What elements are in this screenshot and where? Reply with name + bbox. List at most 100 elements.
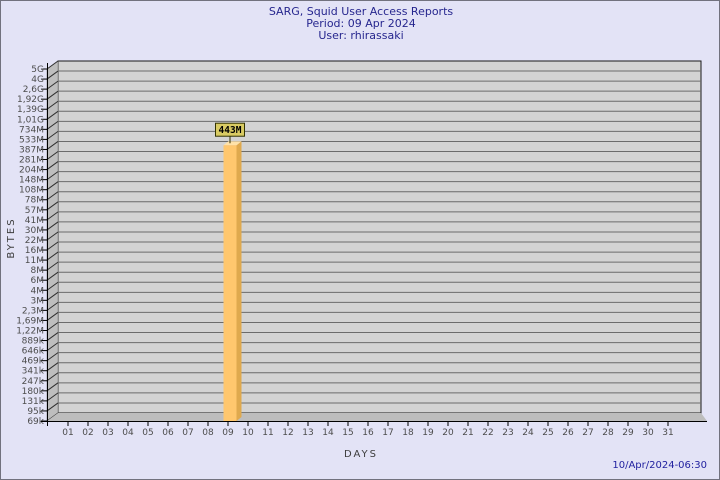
x-tick-label: 07 [182, 428, 193, 438]
x-tick-label: 02 [82, 428, 93, 438]
x-tick-label: 21 [462, 428, 473, 438]
y-tick-label: 1,92G [17, 95, 44, 105]
side-wall-hatch [46, 342, 59, 352]
side-wall-hatch [46, 352, 59, 362]
side-wall-hatch [46, 211, 59, 221]
y-tick-label: 8M [31, 266, 45, 276]
x-tick-label: 09 [222, 428, 234, 438]
y-tick-label: 95k [27, 407, 44, 417]
x-tick-label: 18 [402, 428, 414, 438]
y-tick-label: 1,69M [16, 316, 44, 326]
y-tick-label: 734M [19, 125, 44, 135]
y-tick-label: 41M [25, 216, 44, 226]
y-tick-label: 247k [22, 377, 45, 387]
side-wall-hatch [46, 322, 59, 331]
x-tick-label: 03 [102, 428, 113, 438]
side-wall-hatch [46, 70, 59, 80]
chart-floor [47, 413, 707, 421]
side-wall-hatch [46, 151, 59, 160]
side-wall-hatch [46, 171, 59, 181]
y-tick-label: 69k [27, 417, 44, 427]
side-wall-hatch [46, 362, 59, 372]
bar-side-face [236, 141, 242, 422]
x-tick-label: 11 [262, 428, 273, 438]
y-tick-label: 1,39G [17, 105, 44, 115]
y-tick-label: 16M [25, 246, 44, 256]
x-tick-label: 17 [382, 428, 393, 438]
side-wall-hatch [46, 382, 59, 392]
side-wall-hatch [46, 110, 59, 120]
side-wall-hatch [46, 261, 59, 271]
y-tick-label: 204M [19, 166, 44, 176]
y-tick-label: 5G [31, 65, 44, 75]
side-wall-hatch [46, 372, 59, 382]
side-wall-hatch [46, 161, 59, 170]
side-wall-hatch [46, 100, 59, 110]
side-wall-hatch [46, 90, 59, 100]
y-tick-label: 108M [19, 186, 44, 196]
bar-front-face [223, 145, 237, 422]
y-tick-label: 30M [25, 226, 44, 236]
report-user: User: rhirassaki [318, 29, 404, 42]
side-wall-hatch [46, 301, 59, 311]
y-tick-label: 180k [22, 387, 45, 397]
x-tick-label: 20 [442, 428, 454, 438]
x-tick-label: 22 [482, 428, 493, 438]
x-tick-label: 27 [582, 428, 593, 438]
side-wall-hatch [46, 60, 59, 70]
y-tick-label: 131k [22, 397, 45, 407]
y-tick-label: 281M [19, 156, 44, 166]
generated-timestamp: 10/Apr/2024-06:30 [612, 460, 707, 471]
side-wall-hatch [46, 281, 59, 291]
side-wall-hatch [46, 231, 59, 241]
side-wall-hatch [46, 402, 59, 412]
side-wall-hatch [46, 291, 59, 301]
x-tick-label: 23 [502, 428, 513, 438]
y-tick-label: 4G [31, 75, 44, 85]
y-tick-label: 57M [25, 206, 44, 216]
x-tick-label: 14 [322, 428, 334, 438]
x-tick-label: 06 [162, 428, 174, 438]
report-title: SARG, Squid User Access Reports [268, 5, 454, 18]
x-tick-label: 04 [122, 428, 134, 438]
x-tick-label: 10 [242, 428, 254, 438]
x-tick-label: 25 [542, 428, 553, 438]
x-tick-label: 31 [662, 428, 673, 438]
y-tick-label: 889k [22, 337, 45, 347]
y-tick-label: 2,6G [23, 85, 44, 95]
x-tick-label: 24 [522, 428, 534, 438]
side-wall-hatch [46, 332, 59, 341]
x-tick-label: 16 [362, 428, 374, 438]
side-wall-hatch [46, 312, 59, 321]
x-tick-label: 05 [142, 428, 153, 438]
x-tick-label: 13 [302, 428, 313, 438]
side-wall-hatch [46, 191, 59, 201]
y-tick-label: 533M [19, 135, 44, 145]
y-tick-label: 341k [22, 367, 45, 377]
x-tick-label: 15 [342, 428, 353, 438]
y-tick-label: 387M [19, 145, 44, 155]
bar-top-face [223, 141, 242, 146]
x-tick-label: 26 [562, 428, 574, 438]
y-tick-label: 2,3M [22, 306, 44, 316]
side-wall-hatch [46, 181, 59, 191]
side-wall-hatch [46, 271, 59, 281]
y-tick-label: 22M [25, 236, 44, 246]
x-tick-label: 30 [642, 428, 654, 438]
side-wall-hatch [46, 221, 59, 231]
y-tick-label: 6M [31, 276, 45, 286]
x-tick-label: 12 [282, 428, 293, 438]
y-tick-label: 1,01G [17, 115, 44, 125]
y-tick-label: 78M [25, 196, 44, 206]
y-tick-label: 11M [25, 256, 44, 266]
x-tick-label: 19 [422, 428, 434, 438]
y-tick-label: 4M [31, 286, 45, 296]
y-tick-label: 148M [19, 176, 44, 186]
side-wall-hatch [46, 80, 59, 90]
y-tick-label: 1,22M [16, 326, 44, 336]
x-tick-label: 28 [602, 428, 614, 438]
y-tick-label: 646k [22, 347, 45, 357]
side-wall-hatch [46, 241, 59, 251]
